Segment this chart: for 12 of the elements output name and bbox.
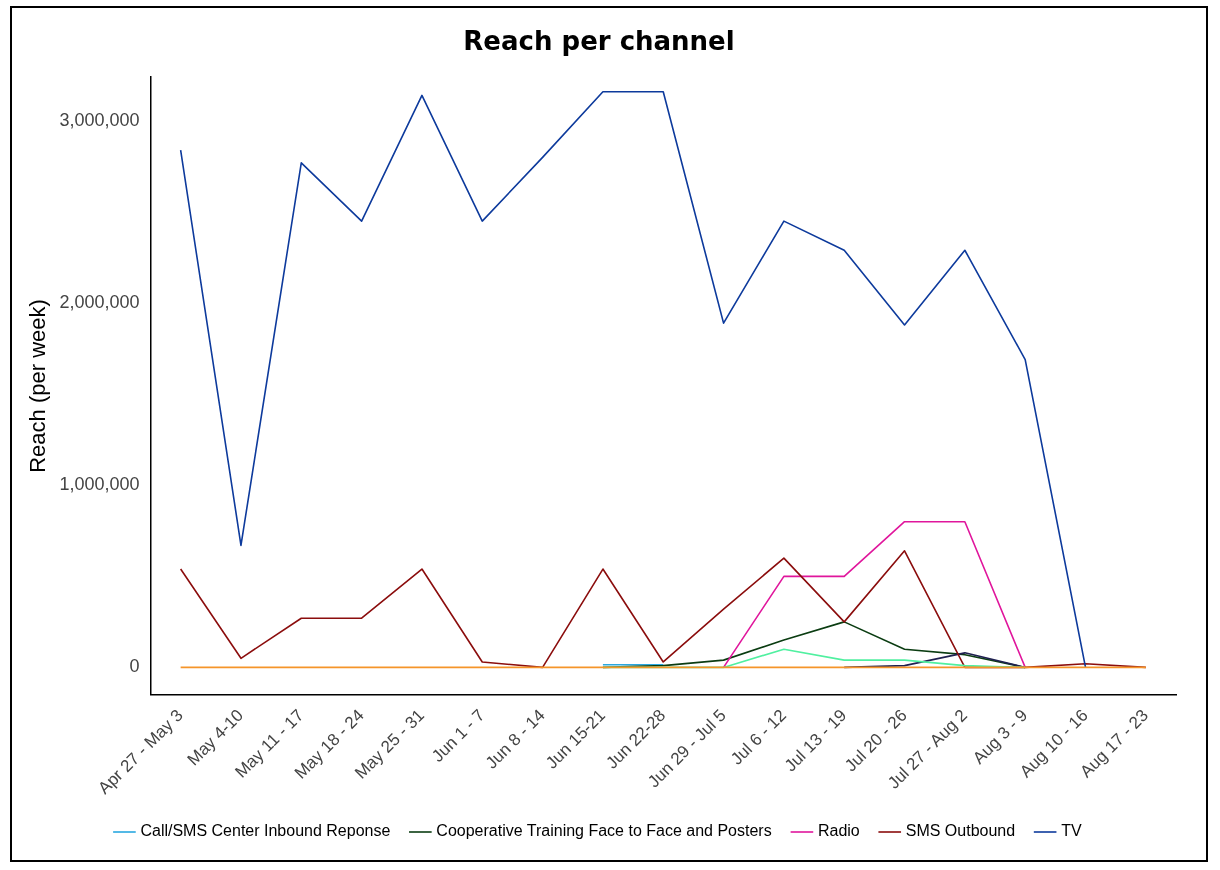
- y-tick-label: 3,000,000: [59, 109, 140, 130]
- y-tick-label: 1,000,000: [59, 474, 140, 495]
- legend-label: TV: [1061, 822, 1082, 840]
- legend-label: Cooperative Training Face to Face and Posters: [436, 822, 772, 840]
- x-tick-label: Apr 27 - May 3: [94, 705, 187, 798]
- y-axis-title: Reach (per week): [25, 299, 51, 473]
- y-tick-label: 2,000,000: [59, 292, 140, 313]
- legend-label: SMS Outbound: [905, 822, 1016, 840]
- chart-title: Reach per channel: [463, 26, 735, 57]
- y-tick-label: 0: [129, 656, 140, 677]
- legend-label: Radio: [817, 822, 860, 840]
- legend-label: Call/SMS Center Inbound Reponse: [140, 822, 391, 840]
